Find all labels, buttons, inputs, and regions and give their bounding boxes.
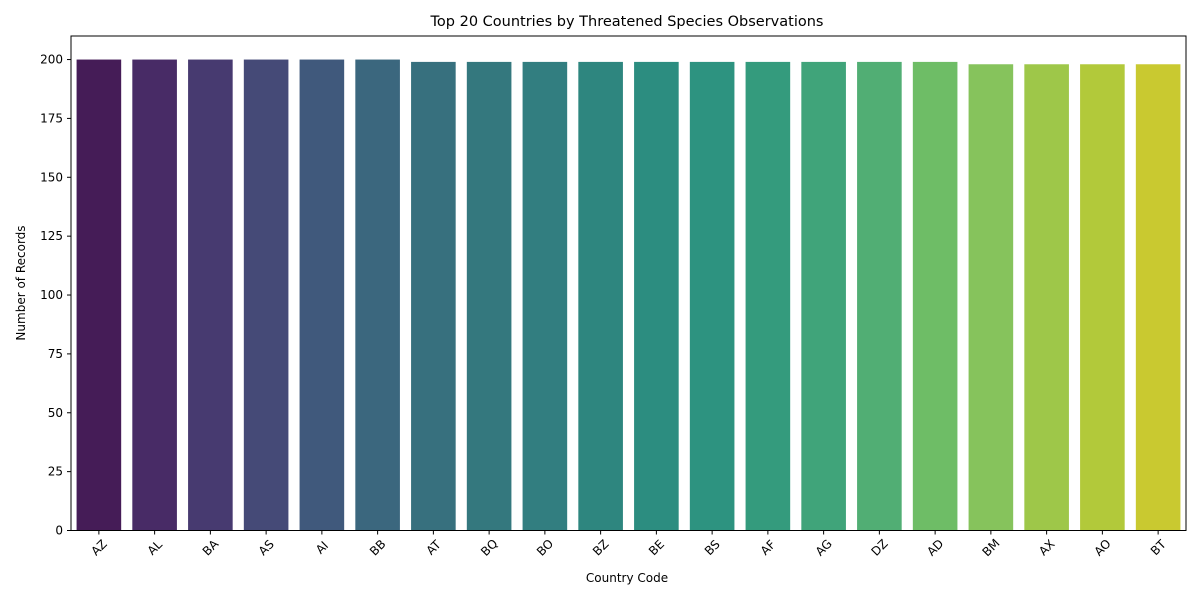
bar-bt bbox=[1135, 64, 1181, 531]
bar-be bbox=[634, 61, 679, 531]
bar-dz bbox=[857, 61, 902, 531]
bar-bb bbox=[355, 59, 400, 531]
bar-ax bbox=[1024, 64, 1069, 531]
y-tick-label: 50 bbox=[48, 406, 63, 420]
bar-ag bbox=[801, 61, 846, 531]
bar-ba bbox=[188, 59, 233, 531]
x-axis-label: Country Code bbox=[586, 571, 668, 585]
y-tick-label: 25 bbox=[48, 465, 63, 479]
bar-as bbox=[243, 59, 289, 531]
bar-bo bbox=[522, 61, 568, 531]
bar-bq bbox=[466, 61, 512, 531]
bar-ai bbox=[299, 59, 345, 531]
y-axis-label: Number of Records bbox=[14, 225, 28, 340]
y-tick-label: 200 bbox=[40, 53, 63, 67]
y-tick-label: 125 bbox=[40, 229, 63, 243]
y-tick-label: 0 bbox=[55, 524, 63, 538]
bars-group bbox=[76, 59, 1181, 531]
bar-az bbox=[76, 59, 122, 531]
bar-at bbox=[411, 61, 456, 531]
y-axis-ticks: 0 25 50 75 100 125 150 175 200 bbox=[40, 53, 71, 538]
bar-ao bbox=[1080, 64, 1125, 531]
y-tick-label: 175 bbox=[40, 111, 63, 125]
chart-title: Top 20 Countries by Threatened Species O… bbox=[430, 14, 824, 30]
bar-ad bbox=[912, 61, 958, 531]
y-tick-label: 75 bbox=[48, 347, 63, 361]
bar-bz bbox=[578, 61, 623, 531]
bar-af bbox=[745, 61, 791, 531]
plot-frame bbox=[70, 35, 1187, 531]
y-tick-label: 100 bbox=[40, 288, 63, 302]
bar-bs bbox=[689, 61, 735, 531]
y-tick-label: 150 bbox=[40, 170, 63, 184]
bar-bm bbox=[968, 64, 1014, 531]
bar-al bbox=[132, 59, 177, 531]
